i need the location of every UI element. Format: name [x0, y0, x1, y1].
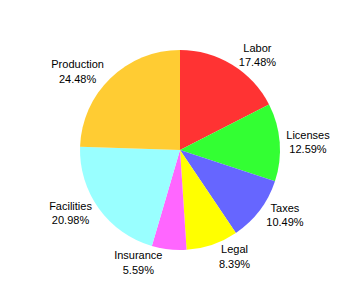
svg-text:Insurance5.59%: Insurance5.59%	[114, 249, 162, 275]
svg-text:Licenses12.59%: Licenses12.59%	[286, 129, 330, 155]
svg-text:Legal8.39%: Legal8.39%	[219, 243, 250, 269]
svg-text:Production24.48%: Production24.48%	[51, 58, 104, 84]
svg-text:Taxes10.49%: Taxes10.49%	[266, 202, 304, 228]
svg-text:Labor17.48%: Labor17.48%	[239, 42, 277, 68]
svg-text:Facilities20.98%: Facilities20.98%	[49, 200, 92, 226]
